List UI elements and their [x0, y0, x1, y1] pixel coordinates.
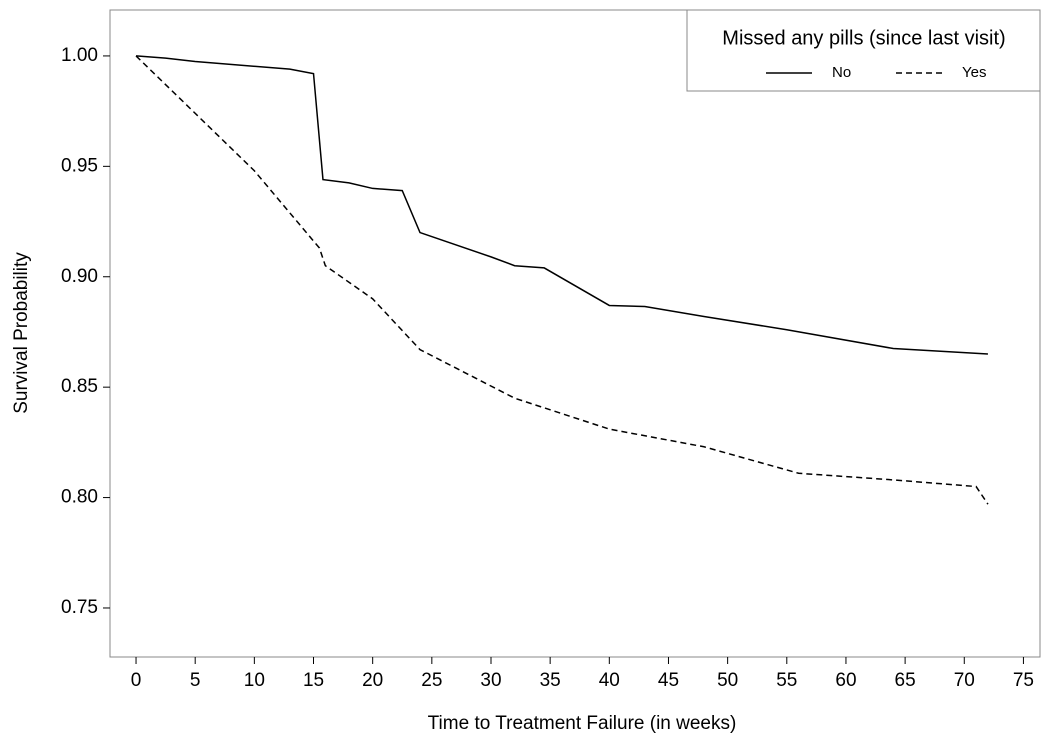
y-tick-label: 0.95 [61, 155, 98, 176]
x-tick-label: 45 [658, 670, 679, 691]
y-tick-label: 1.00 [61, 45, 98, 66]
x-axis-label: Time to Treatment Failure (in weeks) [428, 713, 737, 734]
y-tick-label: 0.75 [61, 597, 98, 618]
x-tick-label: 5 [190, 670, 201, 691]
x-tick-label: 15 [303, 670, 324, 691]
x-tick-label: 50 [717, 670, 738, 691]
legend-title: Missed any pills (since last visit) [722, 27, 1005, 49]
y-tick-label: 0.85 [61, 376, 98, 397]
x-tick-label: 65 [895, 670, 916, 691]
x-tick-label: 55 [776, 670, 797, 691]
x-tick-label: 40 [599, 670, 620, 691]
y-tick-label: 0.80 [61, 487, 98, 508]
x-tick-label: 30 [480, 670, 501, 691]
x-tick-label: 60 [835, 670, 856, 691]
plot-frame [109, 9, 1041, 658]
y-axis-label: Survival Probability [11, 252, 32, 414]
x-tick-label: 75 [1013, 670, 1034, 691]
x-tick-label: 35 [540, 670, 561, 691]
legend-box [686, 9, 1041, 92]
x-tick-label: 0 [131, 670, 142, 691]
legend-label: Yes [962, 64, 986, 81]
x-tick-label: 25 [421, 670, 442, 691]
series-line [135, 55, 988, 355]
series-line [135, 55, 989, 505]
x-tick-label: 10 [244, 670, 265, 691]
y-tick-label: 0.90 [61, 266, 98, 287]
x-tick-label: 20 [362, 670, 383, 691]
x-tick-label: 70 [954, 670, 975, 691]
legend-label: No [832, 64, 851, 81]
